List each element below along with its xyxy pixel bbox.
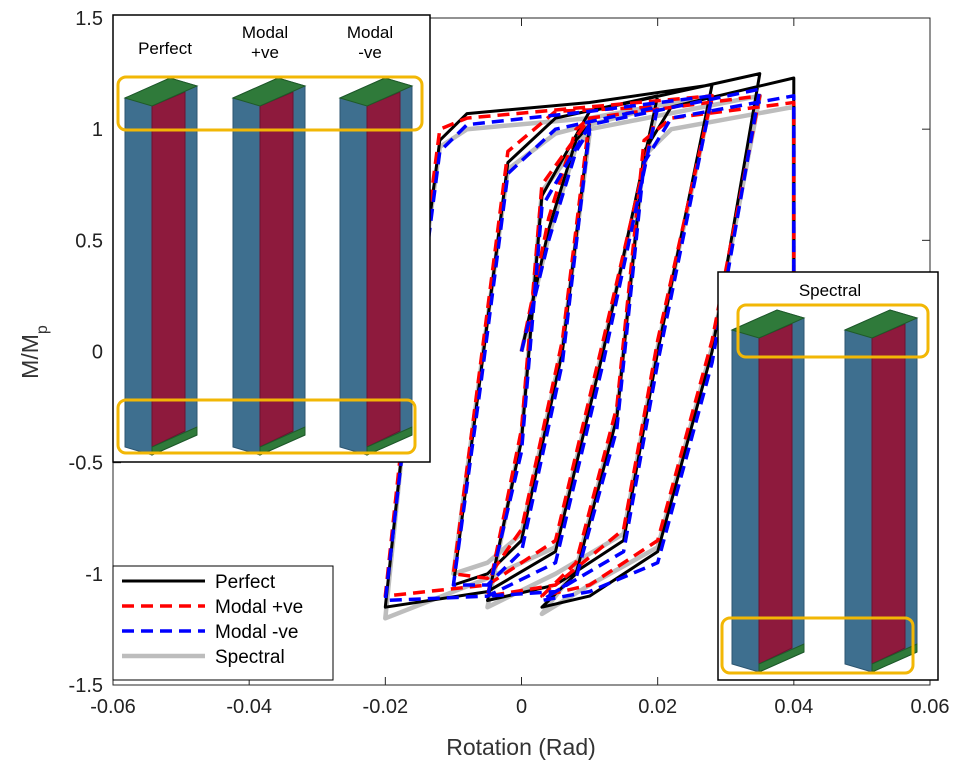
y-tick-label: 1 xyxy=(92,119,103,141)
x-tick-label: 0.06 xyxy=(911,696,950,718)
x-tick-label: -0.02 xyxy=(363,696,409,718)
inset-label: Spectral xyxy=(799,281,861,300)
y-tick-label: -0.5 xyxy=(69,453,103,475)
column-web xyxy=(152,92,185,447)
y-label-subscript: p xyxy=(34,325,51,334)
column-web xyxy=(872,324,905,664)
y-tick-label: 0 xyxy=(92,342,103,364)
column-web xyxy=(260,92,293,447)
x-tick-label: 0.04 xyxy=(774,696,813,718)
column-web xyxy=(367,92,400,447)
y-tick-label: -1 xyxy=(85,564,103,586)
legend-label: Modal +ve xyxy=(215,597,303,618)
chart: -0.06 -0.04 -0.02 0 0.02 0.04 0.06 -1.5 -1 -0.5 0 0… xyxy=(0,0,966,768)
y-axis-label: M/Mp xyxy=(17,325,51,379)
x-tick-label: 0 xyxy=(516,696,527,718)
page: -0.06 -0.04 -0.02 0 0.02 0.04 0.06 -1.5 -1 -0.5 0 0… xyxy=(0,0,966,773)
y-tick-label: 1.5 xyxy=(75,8,103,30)
x-axis-label: Rotation (Rad) xyxy=(446,734,596,760)
y-tick-label: -1.5 xyxy=(69,675,103,697)
legend-label: Perfect xyxy=(215,572,276,593)
inset-label: +ve xyxy=(251,43,279,62)
legend-label: Spectral xyxy=(215,647,285,668)
legend-label: Modal -ve xyxy=(215,622,298,643)
inset-label: Modal xyxy=(347,23,393,42)
x-tick-label: -0.04 xyxy=(226,696,272,718)
y-tick-label: 0.5 xyxy=(75,230,103,252)
y-label-main: M/M xyxy=(17,334,43,379)
inset-label: -ve xyxy=(358,43,382,62)
x-tick-label: -0.06 xyxy=(90,696,136,718)
legend: Perfect Modal +ve Modal -ve Spectral xyxy=(113,566,333,680)
inset-label: Perfect xyxy=(138,39,192,58)
inset-label: Modal xyxy=(242,23,288,42)
x-tick-label: 0.02 xyxy=(638,696,677,718)
column-web xyxy=(759,324,792,664)
